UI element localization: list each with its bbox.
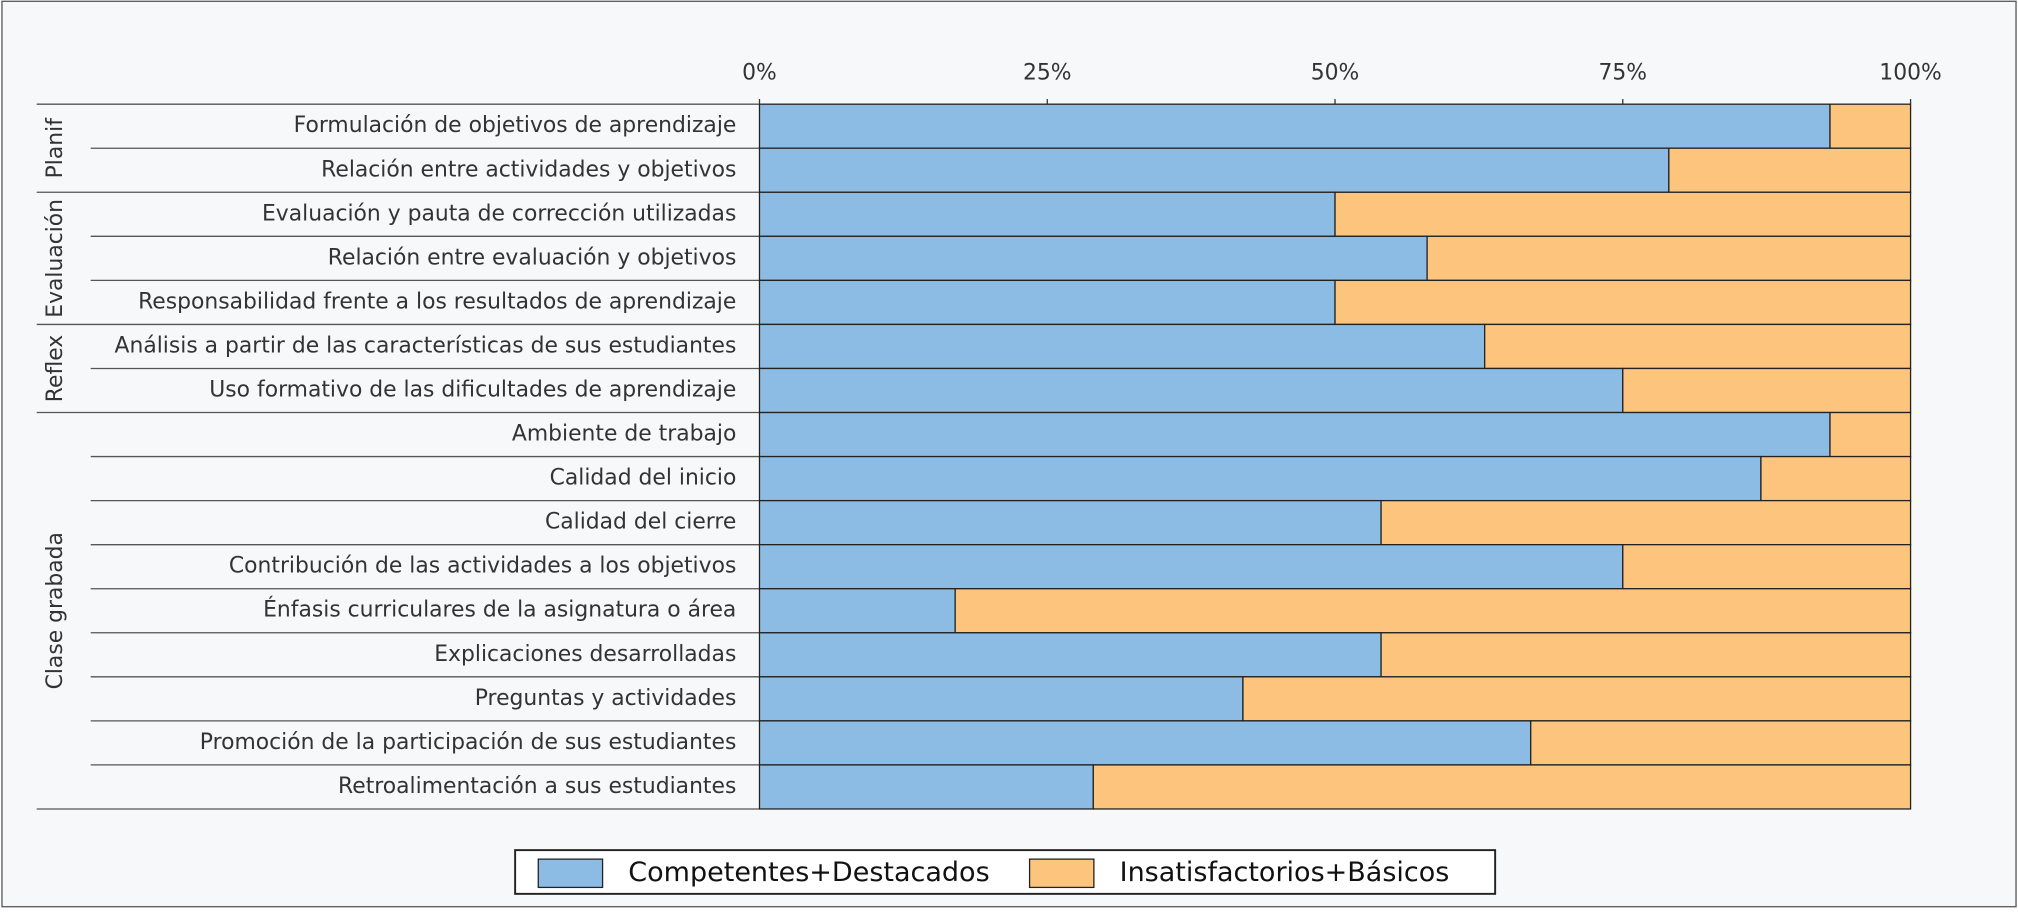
group-label: Planif [43,117,68,179]
group-label: Evaluación [43,199,68,318]
category-label: Preguntas y actividades [475,686,737,711]
bar [1622,367,1912,414]
bar [758,147,1670,193]
bar [1334,191,1912,237]
bar [1334,279,1912,326]
bar [758,323,1486,370]
legend-swatch [1028,858,1095,889]
bar [1760,455,1912,502]
bar [1380,499,1912,546]
bar [1829,103,1912,149]
bar [758,411,1831,458]
legend-box [514,849,1497,895]
category-label: Énfasis curriculares de la asignatura o … [263,597,736,623]
category-label: Promoción de la participación de sus est… [200,730,737,755]
bar [1092,764,1912,810]
category-label: Explicaciones desarrolladas [434,642,736,667]
category-label: Relación entre evaluación y objetivos [328,245,737,270]
bar [758,544,1624,590]
bar [758,191,1336,237]
bar [1484,323,1912,370]
legend-label: Competentes+Destacados [628,857,989,888]
bar [758,720,1532,766]
category-label: Retroalimentación a sus estudiantes [338,774,736,799]
legend-swatch [537,858,604,889]
bar [758,676,1244,722]
bar [1426,235,1912,282]
bar [1622,544,1912,590]
x-tick-label: 100% [1879,60,1942,85]
bar [1829,411,1912,458]
bar [758,632,1382,678]
category-label: Ambiente de trabajo [512,422,736,447]
category-label: Uso formativo de las dificultades de apr… [209,377,736,402]
bar [758,367,1624,414]
category-label: Formulación de objetivos de aprendizaje [294,113,737,138]
bar [954,588,1912,634]
bar [1380,632,1912,678]
group-label: Reflex [43,335,68,402]
bar [758,235,1428,282]
category-label: Análisis a partir de las características… [115,333,737,358]
bar [1530,720,1912,766]
category-label: Responsabilidad frente a los resultados … [138,289,736,314]
bar [1668,147,1912,193]
x-tick-label: 25% [1023,60,1072,85]
category-label: Contribución de las actividades a los ob… [229,554,736,579]
x-tick-label: 0% [742,60,777,85]
x-tick-label: 75% [1599,60,1648,85]
bar [758,499,1382,546]
bar [758,279,1336,326]
category-label: Calidad del inicio [550,466,737,491]
legend-label: Insatisfactorios+Básicos [1120,857,1450,888]
bar [758,103,1831,149]
bar [758,455,1762,502]
bar [1242,676,1912,722]
bar [758,764,1094,810]
category-label: Relación entre actividades y objetivos [321,157,736,182]
category-label: Evaluación y pauta de corrección utiliza… [262,201,736,226]
group-label: Clase grabada [43,532,68,689]
x-tick-label: 50% [1311,60,1360,85]
category-label: Calidad del cierre [545,510,736,535]
bar [758,588,956,634]
